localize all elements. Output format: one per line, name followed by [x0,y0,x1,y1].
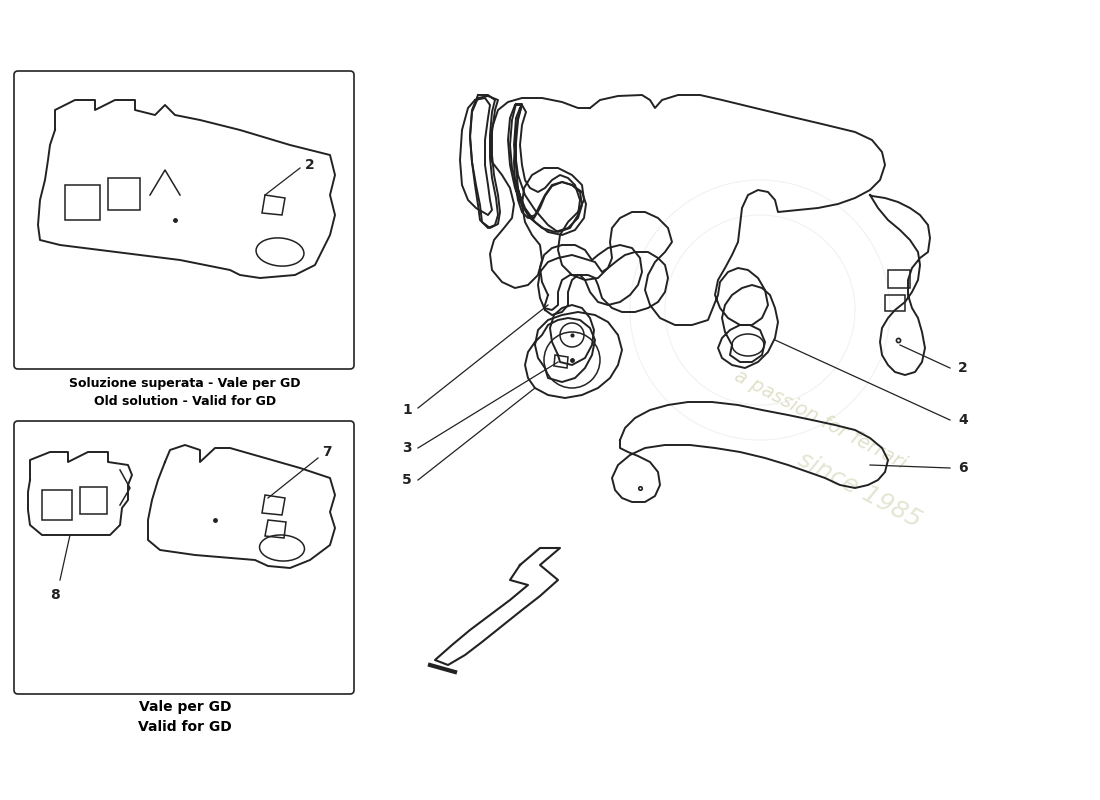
Text: 1: 1 [403,403,412,417]
FancyBboxPatch shape [14,71,354,369]
Text: Vale per GD: Vale per GD [139,700,231,714]
Text: 7: 7 [322,445,331,459]
Text: Soluzione superata - Vale per GD: Soluzione superata - Vale per GD [69,377,300,390]
Text: a passion for ferrari: a passion for ferrari [730,366,910,474]
Text: Valid for GD: Valid for GD [139,720,232,734]
Text: 6: 6 [958,461,968,475]
FancyBboxPatch shape [14,421,354,694]
Text: 4: 4 [958,413,968,427]
Text: 3: 3 [403,441,412,455]
Text: 5: 5 [403,473,412,487]
Text: since 1985: since 1985 [794,447,926,533]
Text: 8: 8 [51,588,59,602]
Text: 2: 2 [958,361,968,375]
Text: 2: 2 [305,158,315,172]
Text: Old solution - Valid for GD: Old solution - Valid for GD [94,395,276,408]
